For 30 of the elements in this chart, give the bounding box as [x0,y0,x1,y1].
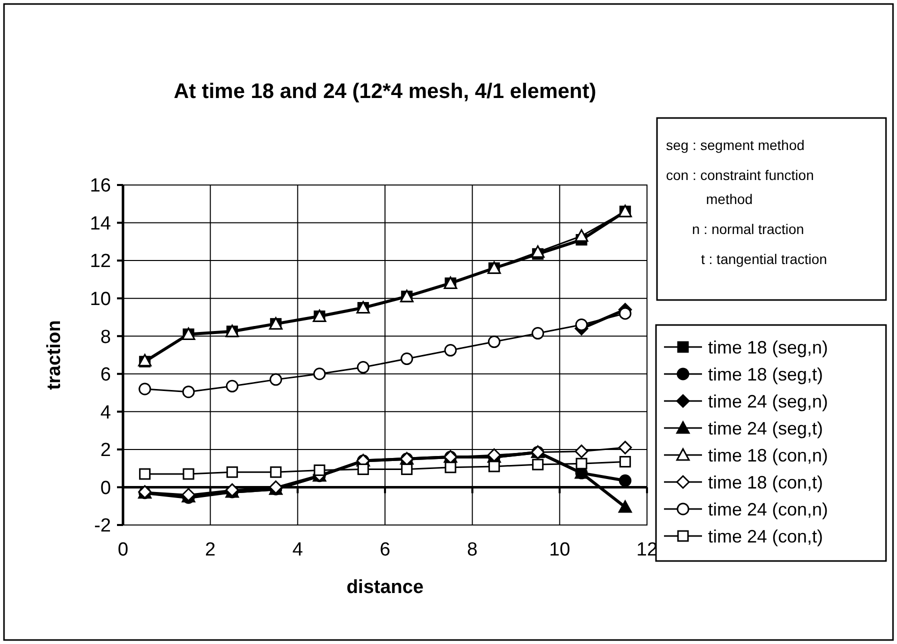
chart-title: At time 18 and 24 (12*4 mesh, 4/1 element) [174,80,596,103]
y-tick-label: 2 [100,440,111,462]
y-axis-title: traction [44,320,65,390]
y-tick-label: 0 [100,478,111,499]
y-tick-label: 10 [90,288,111,310]
x-tick-label: 2 [205,540,216,561]
y-tick-label: 12 [90,251,111,272]
x-tick-label: 8 [467,540,478,561]
legend-label: time 18 (con,t) [708,472,824,492]
legend-label: time 18 (con,n) [708,445,828,466]
text: seg : segment method [666,137,805,153]
legend-label: time 24 (con,n) [708,499,828,520]
legend-label: time 18 (seg,n) [708,337,828,358]
x-tick-label: 6 [380,540,390,561]
y-tick-label: 14 [90,213,112,234]
legend-label: time 24 (seg,n) [708,391,828,412]
legend-label: time 18 (seg,t) [708,364,824,384]
y-tick-label: 4 [100,402,112,424]
text: n : normal traction [692,221,804,237]
x-tick-label: 4 [292,540,304,561]
y-tick-label: 8 [100,326,111,348]
text: t : tangential traction [701,251,828,267]
x-tick-label: 10 [549,540,570,561]
legend-label: time 24 (con,t) [708,526,824,546]
y-tick-label: 16 [90,176,111,197]
legend-label: time 24 (seg,t) [708,418,824,438]
y-tick-label: -2 [94,516,111,537]
x-tick-label: 0 [118,540,128,561]
x-axis-title: distance [346,577,424,598]
y-tick-label: 6 [100,364,111,386]
